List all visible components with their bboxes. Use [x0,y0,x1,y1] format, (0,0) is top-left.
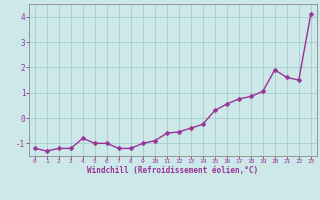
X-axis label: Windchill (Refroidissement éolien,°C): Windchill (Refroidissement éolien,°C) [87,166,258,175]
